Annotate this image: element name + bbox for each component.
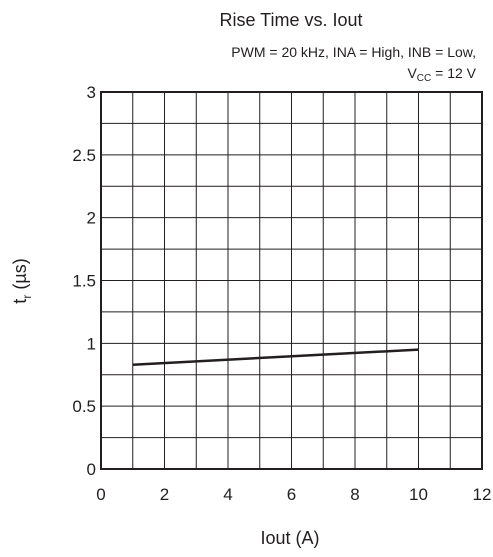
chart-subtitle-line2: VCC = 12 V (407, 65, 476, 84)
y-tick-label: 0 (87, 460, 96, 479)
y-axis-label-subscript: r (20, 295, 34, 299)
x-tick-label: 2 (160, 485, 169, 504)
series-lines (132, 348, 419, 366)
y-tick-label: 1.5 (72, 272, 96, 291)
plot-frame (100, 91, 483, 470)
y-tick-label: 2.5 (72, 146, 96, 165)
subtitle-vcc-rest: = 12 V (431, 65, 476, 81)
x-axis-label: Iout (A) (260, 528, 319, 548)
subtitle-vcc-subscript: CC (417, 73, 431, 84)
x-tick-label: 10 (409, 485, 428, 504)
x-tick-label: 6 (287, 485, 296, 504)
chart-subtitle-line1: PWM = 20 kHz, INA = High, INB = Low, (231, 44, 476, 60)
y-axis-label-unit: (µs) (10, 258, 30, 294)
x-tick-label: 8 (350, 485, 359, 504)
x-tick-label: 12 (473, 485, 492, 504)
series-line (132, 348, 419, 366)
y-tick-label: 2 (87, 209, 96, 228)
y-tick-label: 3 (87, 83, 96, 102)
x-tick-label: 0 (96, 485, 105, 504)
chart-title: Rise Time vs. Iout (219, 10, 362, 30)
y-tick-label: 1 (87, 334, 96, 353)
x-tick-labels: 0 2 4 6 8 10 12 (96, 485, 491, 504)
y-tick-label: 0.5 (72, 397, 96, 416)
grid-lines (101, 92, 482, 469)
x-tick-label: 4 (223, 485, 232, 504)
y-tick-labels: 0 0.5 1 1.5 2 2.5 3 (72, 83, 96, 479)
y-axis-label: tr (µs) (10, 258, 34, 303)
y-axis-label-main: t (10, 299, 30, 304)
subtitle-vcc-main: V (407, 65, 417, 81)
